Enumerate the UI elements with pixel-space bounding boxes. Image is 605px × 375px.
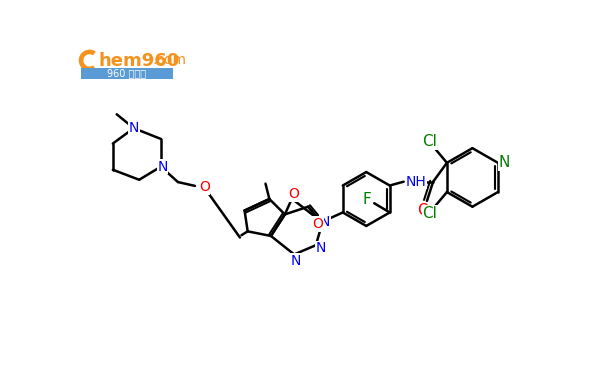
Wedge shape — [79, 50, 96, 71]
Text: N: N — [290, 254, 301, 268]
Text: Cl: Cl — [422, 134, 437, 149]
Text: .com: .com — [152, 54, 186, 68]
Text: NH: NH — [406, 175, 427, 189]
Text: N: N — [157, 160, 168, 174]
Text: O: O — [417, 202, 429, 217]
Bar — [81, 68, 172, 79]
Text: F: F — [362, 192, 371, 207]
Text: N: N — [315, 241, 325, 255]
Text: N: N — [128, 121, 139, 135]
Text: hem960: hem960 — [99, 52, 180, 70]
Text: O: O — [313, 217, 324, 231]
Text: Cl: Cl — [422, 206, 437, 221]
Text: O: O — [289, 188, 299, 201]
Text: N: N — [499, 155, 510, 170]
Text: O: O — [199, 180, 210, 195]
Text: N: N — [320, 215, 330, 229]
Text: 960 化工网: 960 化工网 — [107, 69, 146, 78]
